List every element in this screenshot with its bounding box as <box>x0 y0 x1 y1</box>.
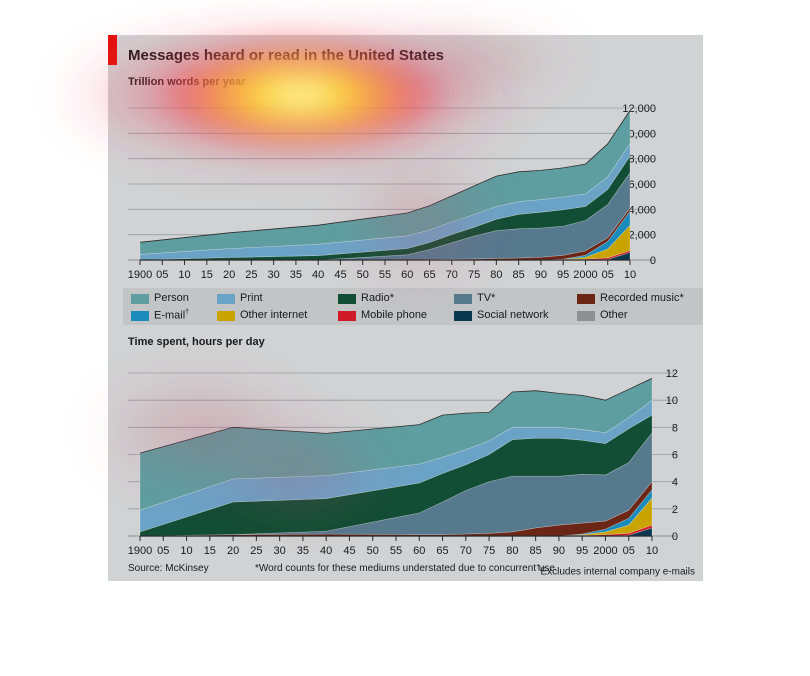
legend-swatch-tv <box>454 294 472 304</box>
legend-label-person: Person <box>154 292 189 304</box>
chart-2: 0 2 4 6 8 10 12 1900 05 10 15 20 25 30 35 40 45 50 55 60 65 7… <box>128 368 678 557</box>
source-note: Source: McKinsey <box>128 563 209 574</box>
y-tick-label: 0 <box>672 531 678 543</box>
footnote-email-text: Excludes internal company e-mails <box>540 566 695 578</box>
legend-label-otherinternet: Other internet <box>240 309 308 321</box>
x-tick-label: 95 <box>557 269 569 281</box>
x-tick-label: 05 <box>157 545 169 557</box>
x-tick-label: 55 <box>379 269 391 281</box>
legend-swatch-other <box>577 311 595 321</box>
x-tick-label: 1900 <box>128 545 152 557</box>
x-tick-label: 10 <box>646 545 658 557</box>
x-tick-label: 50 <box>357 269 369 281</box>
x-tick-label: 05 <box>156 269 168 281</box>
x-tick-label: 30 <box>274 545 286 557</box>
x-tick-label: 25 <box>250 545 262 557</box>
x-tick-label: 15 <box>204 545 216 557</box>
footnote-email: †Excludes internal company e-mails <box>536 563 695 577</box>
x-tick-label: 50 <box>367 545 379 557</box>
legend-swatch-social <box>454 311 472 321</box>
footnote-email-mark: † <box>536 563 541 572</box>
legend-label-mobile: Mobile phone <box>361 309 428 321</box>
y-tick-label: 12 <box>666 368 678 380</box>
x-tick-label: 2000 <box>593 545 617 557</box>
y-tick-label: 2 <box>672 504 678 516</box>
x-tick-label: 10 <box>178 269 190 281</box>
x-tick-label: 70 <box>460 545 472 557</box>
legend: Person Print Radio* TV* Recorded music* E-mai… <box>123 288 703 325</box>
x-tick-label: 85 <box>530 545 542 557</box>
y-tick-label: 10 <box>666 395 678 407</box>
legend-label-recorded: Recorded music* <box>600 292 684 304</box>
legend-label-other: Other <box>600 309 628 321</box>
x-tick-label: 45 <box>343 545 355 557</box>
y-tick-label: 6,000 <box>628 179 656 191</box>
y-tick-label: 4 <box>672 477 678 489</box>
x-tick-label: 85 <box>513 269 525 281</box>
legend-swatch-person <box>131 294 149 304</box>
footnote-word-counts: *Word counts for these mediums understat… <box>255 563 555 574</box>
x-tick-label: 05 <box>602 269 614 281</box>
x-tick-label: 35 <box>297 545 309 557</box>
legend-label-print: Print <box>240 292 263 304</box>
x-tick-label: 90 <box>535 269 547 281</box>
legend-swatch-radio <box>338 294 356 304</box>
legend-swatch-mobile <box>338 311 356 321</box>
y-tick-label: 0 <box>650 255 656 267</box>
x-tick-label: 05 <box>623 545 635 557</box>
x-tick-label: 45 <box>334 269 346 281</box>
y-tick-label: 2,000 <box>628 230 656 242</box>
y-tick-label: 8 <box>672 422 678 434</box>
legend-swatch-recorded <box>577 294 595 304</box>
y-tick-label: 4,000 <box>628 204 656 216</box>
chart-1: 0 2,000 4,000 6,000 8,000 10,000 12,000 1900 05 1… <box>128 103 656 281</box>
x-tick-label: 20 <box>227 545 239 557</box>
legend-swatch-otherinternet <box>217 311 235 321</box>
legend-label-radio: Radio* <box>361 292 395 304</box>
x-tick-label: 10 <box>180 545 192 557</box>
x-tick-label: 80 <box>490 269 502 281</box>
x-tick-label: 60 <box>413 545 425 557</box>
legend-label-email: E-mail† <box>154 309 190 322</box>
legend-swatch-print <box>217 294 235 304</box>
x-tick-label: 40 <box>320 545 332 557</box>
x-tick-label: 60 <box>401 269 413 281</box>
x-tick-label: 65 <box>423 269 435 281</box>
chart-2-subtitle: Time spent, hours per day <box>128 336 265 348</box>
x-tick-label: 1900 <box>128 269 152 281</box>
x-tick-label: 35 <box>290 269 302 281</box>
x-tick-label: 15 <box>201 269 213 281</box>
legend-swatch-email <box>131 311 149 321</box>
x-tick-label: 2000 <box>573 269 597 281</box>
x-tick-label: 55 <box>390 545 402 557</box>
y-tick-label: 6 <box>672 450 678 462</box>
y-tick-label: 10,000 <box>622 128 656 140</box>
y-tick-label: 12,000 <box>622 103 656 115</box>
y-tick-label: 8,000 <box>628 154 656 166</box>
x-tick-label: 75 <box>468 269 480 281</box>
x-tick-label: 20 <box>223 269 235 281</box>
x-tick-label: 95 <box>576 545 588 557</box>
x-tick-label: 70 <box>446 269 458 281</box>
legend-label-tv: TV* <box>477 292 496 304</box>
x-tick-label: 30 <box>268 269 280 281</box>
x-tick-label: 40 <box>312 269 324 281</box>
x-tick-label: 75 <box>483 545 495 557</box>
legend-sup-email: † <box>185 309 190 316</box>
x-tick-label: 25 <box>245 269 257 281</box>
x-tick-label: 10 <box>624 269 636 281</box>
x-tick-label: 65 <box>436 545 448 557</box>
x-tick-label: 90 <box>553 545 565 557</box>
legend-label-social: Social network <box>477 309 549 321</box>
x-tick-label: 80 <box>506 545 518 557</box>
